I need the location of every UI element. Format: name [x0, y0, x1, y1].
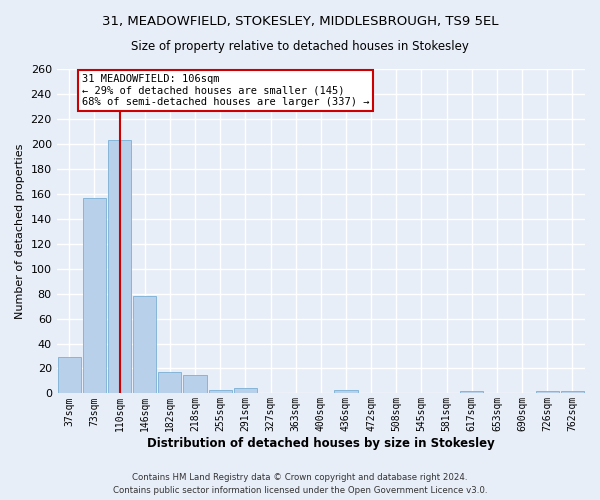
X-axis label: Distribution of detached houses by size in Stokesley: Distribution of detached houses by size …: [147, 437, 495, 450]
Text: 31 MEADOWFIELD: 106sqm
← 29% of detached houses are smaller (145)
68% of semi-de: 31 MEADOWFIELD: 106sqm ← 29% of detached…: [82, 74, 370, 107]
Bar: [460, 391, 484, 394]
Bar: [234, 388, 257, 394]
Bar: [108, 140, 131, 394]
Bar: [561, 391, 584, 394]
Bar: [536, 391, 559, 394]
Text: Size of property relative to detached houses in Stokesley: Size of property relative to detached ho…: [131, 40, 469, 53]
Bar: [334, 390, 358, 394]
Bar: [184, 374, 206, 394]
Text: Contains HM Land Registry data © Crown copyright and database right 2024.
Contai: Contains HM Land Registry data © Crown c…: [113, 474, 487, 495]
Text: 31, MEADOWFIELD, STOKESLEY, MIDDLESBROUGH, TS9 5EL: 31, MEADOWFIELD, STOKESLEY, MIDDLESBROUG…: [102, 15, 498, 28]
Bar: [58, 357, 81, 394]
Bar: [83, 198, 106, 394]
Bar: [158, 372, 181, 394]
Bar: [133, 296, 156, 394]
Y-axis label: Number of detached properties: Number of detached properties: [15, 144, 25, 319]
Bar: [209, 390, 232, 394]
